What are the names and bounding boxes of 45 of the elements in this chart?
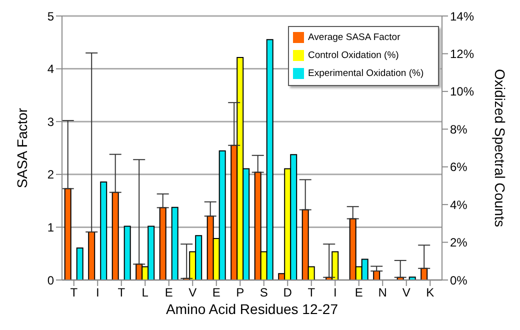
- x-tick-label: V: [402, 286, 410, 300]
- x-tick-label: I: [333, 286, 337, 300]
- legend-label: Experimental Oxidation (%): [308, 68, 424, 79]
- bar: [124, 226, 131, 280]
- bar: [408, 276, 416, 280]
- legend-label: Average SASA Factor: [308, 32, 400, 43]
- x-tick-label: P: [236, 286, 244, 300]
- x-axis-title: Amino Acid Residues 12-27: [166, 300, 338, 317]
- y2-axis-title: Oxidized Spectral Counts: [492, 69, 508, 227]
- x-tick-label: L: [142, 286, 149, 300]
- y-tick-label: 0: [47, 273, 54, 288]
- y2-tick-label: 2%: [450, 236, 468, 250]
- x-tick-label: V: [188, 286, 197, 300]
- y2-tick-label: 12%: [450, 46, 474, 61]
- bar: [88, 231, 96, 280]
- y-tick-label: 5: [47, 9, 54, 24]
- y2-tick-label: 8%: [450, 122, 468, 136]
- y-tick-label: 4: [47, 62, 54, 76]
- bar: [171, 206, 178, 280]
- bar: [112, 192, 119, 280]
- x-tick-label: E: [354, 286, 363, 300]
- x-tick-label: T: [70, 286, 78, 300]
- x-tick-label: I: [96, 286, 100, 300]
- y-axis-title: SASA Factor: [14, 108, 30, 188]
- bar: [76, 247, 84, 280]
- y2-tick-label: 4%: [450, 198, 468, 212]
- x-tick-label: E: [164, 286, 173, 300]
- x-tick-label: D: [283, 286, 292, 300]
- y-tick-label: 3: [47, 114, 54, 129]
- x-tick-label: T: [118, 286, 126, 300]
- x-tick-label: T: [308, 286, 316, 300]
- y2-tick-label: 10%: [450, 84, 474, 99]
- y-tick-label: 1: [47, 220, 54, 234]
- x-tick-label: K: [426, 286, 434, 300]
- bar: [64, 188, 72, 280]
- bar: [100, 181, 108, 280]
- bar: [159, 207, 166, 280]
- y2-tick-label: 14%: [450, 9, 474, 24]
- x-tick-label: E: [212, 286, 220, 300]
- y-tick-label: 2: [47, 168, 54, 182]
- legend-label: Control Oxidation (%): [308, 50, 399, 61]
- y2-tick-label: 0%: [450, 273, 468, 288]
- x-tick-label: S: [260, 286, 268, 300]
- x-tick-label: N: [378, 286, 387, 300]
- y2-tick-label: 6%: [450, 160, 468, 174]
